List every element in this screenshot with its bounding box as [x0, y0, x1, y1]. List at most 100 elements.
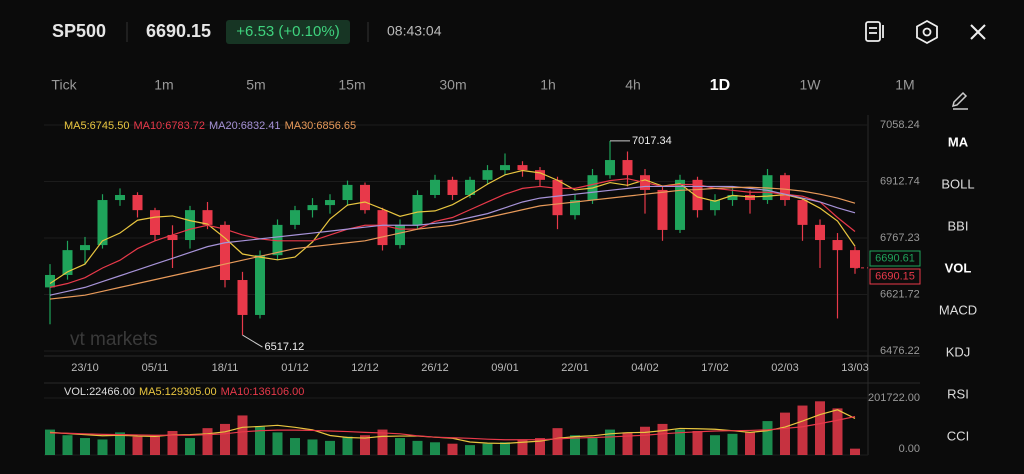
candle-body [797, 200, 808, 225]
candle-body [727, 194, 738, 201]
x-tick-label: 12/12 [351, 362, 379, 374]
candle-body [290, 210, 300, 225]
candle-body [325, 200, 335, 206]
volume-bar [727, 433, 738, 455]
timeframe-tab[interactable]: 1W [800, 77, 822, 93]
timeframe-tab[interactable]: 5m [246, 77, 265, 93]
candle-body [535, 170, 545, 180]
candle-body [185, 210, 195, 241]
ma-line [49, 186, 856, 300]
volume-bar [465, 445, 475, 455]
x-tick-label: 17/02 [701, 362, 729, 374]
volume-bar [797, 405, 808, 455]
candle-body [552, 179, 563, 216]
legend-entry: VOL:22466.00 [64, 386, 135, 398]
candle-body [255, 255, 265, 315]
indicator-tab[interactable]: BOLL [941, 176, 974, 191]
candle-body [780, 175, 790, 201]
ma-line [49, 178, 856, 288]
candle-body [272, 224, 283, 256]
volume-bar [675, 429, 685, 455]
candle-body [62, 250, 73, 275]
current-price: 6690.15 [875, 270, 915, 282]
volume-bar [325, 440, 335, 455]
volume-bar [202, 428, 213, 455]
volume-bar [80, 438, 90, 455]
timeframe-tab[interactable]: 15m [338, 77, 365, 93]
volume-bar [412, 440, 423, 455]
volume-bar [710, 435, 720, 455]
candle-body [412, 194, 423, 225]
volume-bar [150, 435, 160, 455]
last-price: 6690.15 [146, 21, 211, 41]
timeframe-tab[interactable]: Tick [51, 77, 77, 93]
volume-bar [62, 435, 73, 455]
volume-bar [482, 443, 493, 455]
volume-bar [517, 439, 528, 455]
x-tick-label: 23/10 [71, 362, 99, 374]
book-icon[interactable] [865, 21, 884, 42]
x-tick-label: 04/02 [631, 362, 659, 374]
timeframe-tab[interactable]: 4h [625, 77, 641, 93]
y-tick-label: 7058.24 [880, 119, 920, 131]
volume-bar [500, 442, 510, 455]
volume-bar [605, 429, 615, 455]
candle-body [132, 194, 143, 211]
volume-bar [255, 426, 265, 455]
y-tick-label: 0.00 [899, 443, 920, 455]
indicator-tab[interactable]: KDJ [946, 344, 971, 359]
volume-bar [815, 401, 825, 455]
candle-body [45, 274, 55, 288]
volume-bar [395, 438, 405, 455]
candle-body [622, 160, 633, 176]
candle-body [202, 210, 213, 225]
candle-body [150, 210, 160, 235]
indicator-tab[interactable]: BBI [948, 218, 969, 233]
volume-bar [850, 448, 860, 455]
volume-bar [237, 415, 248, 455]
indicator-tab[interactable]: RSI [947, 386, 969, 401]
candle-body [360, 184, 370, 211]
settings-icon[interactable] [916, 19, 938, 45]
volume-bar [342, 436, 353, 455]
timeframe-tab[interactable]: 1h [540, 77, 556, 93]
indicator-tab[interactable]: VOL [945, 260, 972, 275]
timeframe-tab[interactable]: 1m [154, 77, 173, 93]
x-tick-label: 01/12 [281, 362, 309, 374]
candle-body [447, 179, 458, 195]
indicator-tab[interactable]: CCI [947, 428, 969, 443]
candle-body [482, 170, 493, 180]
timeframe-tab[interactable]: 1D [710, 77, 730, 94]
candle-body [220, 224, 230, 281]
volume-bar [377, 429, 388, 455]
volume-bar [272, 432, 283, 455]
volume-bar [307, 439, 318, 455]
annotation-leader [242, 334, 263, 348]
candle-body [815, 224, 825, 241]
volume-bar [587, 438, 598, 455]
timeframe-tab[interactable]: 1M [895, 77, 914, 93]
volume-bar [97, 439, 108, 455]
symbol: SP500 [52, 21, 106, 41]
candle-body [395, 224, 405, 246]
volume-bar [290, 438, 300, 455]
timeframe-tab[interactable]: 30m [439, 77, 466, 93]
volume-bar [447, 443, 458, 455]
legend-entry: MA5:6745.50 [64, 120, 129, 132]
annotation: 6517.12 [265, 341, 305, 353]
y-tick-label: 6476.22 [880, 345, 920, 357]
x-tick-label: 09/01 [491, 362, 519, 374]
candle-body [307, 205, 318, 211]
candle-body [115, 194, 125, 201]
legend-entry: MA30:6856.65 [285, 120, 357, 132]
indicator-tab[interactable]: MA [948, 134, 969, 149]
volume-bar [832, 408, 843, 455]
indicator-tab[interactable]: MACD [939, 302, 977, 317]
close-icon[interactable] [970, 24, 986, 40]
draw-icon[interactable] [951, 91, 968, 110]
volume-ma-line [49, 415, 856, 441]
price-box [869, 250, 921, 267]
ma-line [49, 185, 856, 296]
y-tick-label: 6912.74 [880, 175, 920, 187]
candle-body [80, 245, 90, 251]
